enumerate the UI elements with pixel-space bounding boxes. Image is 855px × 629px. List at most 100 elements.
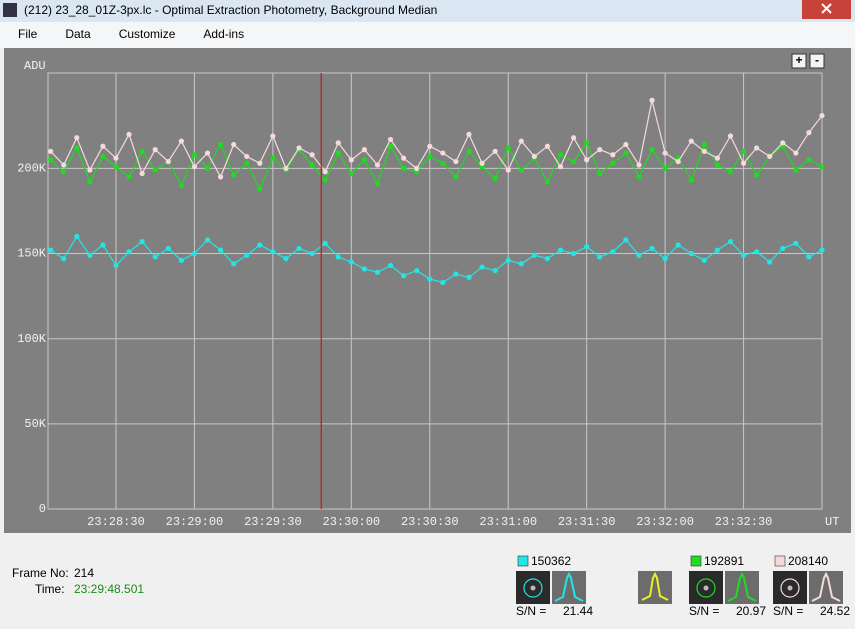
data-point <box>257 242 263 248</box>
star <box>530 585 536 591</box>
data-point <box>466 148 472 154</box>
menu-item[interactable]: Data <box>65 27 91 41</box>
data-point <box>806 157 812 163</box>
data-point <box>361 266 367 272</box>
data-point <box>754 249 760 255</box>
data-point <box>178 257 184 263</box>
data-point <box>270 133 276 139</box>
data-point <box>518 138 524 144</box>
zoom-button[interactable] <box>809 53 825 69</box>
data-point <box>204 237 211 243</box>
data-point <box>453 271 459 277</box>
data-point <box>780 245 786 252</box>
data-point <box>217 174 224 180</box>
data-point <box>688 250 694 257</box>
data-point <box>387 262 394 269</box>
data-point <box>662 150 668 156</box>
data-point <box>466 274 472 280</box>
data-point <box>505 167 511 173</box>
x-tick-label: 23:31:30 <box>558 515 616 529</box>
window-title: (212) 23_28_01Z-3px.lc - Optimal Extract… <box>24 3 437 17</box>
data-point <box>754 172 760 178</box>
title-bar <box>0 0 855 22</box>
data-point <box>597 254 603 260</box>
data-point <box>727 169 734 175</box>
data-point <box>740 160 747 166</box>
data-point <box>505 145 511 151</box>
data-point <box>87 179 93 185</box>
data-point <box>257 160 263 166</box>
comparison-thumb <box>638 571 672 604</box>
profile <box>727 571 757 602</box>
data-point <box>126 174 132 180</box>
data-point <box>727 133 734 139</box>
time-label: Time: <box>35 582 65 596</box>
data-point <box>819 164 825 170</box>
data-point <box>61 162 67 168</box>
profile-thumb <box>725 571 759 604</box>
zoom-button[interactable] <box>791 53 807 69</box>
data-point <box>335 150 341 156</box>
snr-label: S/N = <box>689 604 719 618</box>
data-point <box>244 252 250 258</box>
data-point <box>492 267 498 274</box>
data-point <box>113 155 119 161</box>
x-tick-label: 23:32:00 <box>636 515 694 529</box>
data-point <box>387 143 394 149</box>
data-point <box>688 138 694 144</box>
data-point <box>570 250 577 257</box>
data-point <box>701 141 707 148</box>
y-tick-label: 150K <box>17 247 47 261</box>
data-point <box>440 160 446 166</box>
data-point <box>479 264 485 270</box>
chart-area <box>4 48 851 533</box>
data-point <box>662 165 668 171</box>
data-point <box>100 143 106 149</box>
data-point <box>217 141 224 148</box>
data-point <box>518 261 524 267</box>
data-point <box>780 140 786 146</box>
menu-item[interactable]: Add-ins <box>203 27 244 41</box>
data-point <box>87 252 93 258</box>
data-point <box>244 160 250 166</box>
menu-item[interactable]: File <box>18 27 38 41</box>
data-point <box>309 250 315 257</box>
data-point <box>714 162 721 168</box>
data-point <box>440 150 446 156</box>
data-point <box>714 155 721 161</box>
data-point <box>453 174 459 180</box>
data-point <box>819 247 825 253</box>
legend-label: 208140 <box>788 554 828 568</box>
data-point <box>374 269 381 275</box>
data-point <box>793 167 799 173</box>
data-point <box>178 138 184 144</box>
x-axis-label: UT <box>825 515 839 529</box>
menu-item[interactable]: Customize <box>119 27 176 41</box>
data-point <box>61 256 67 262</box>
data-point <box>649 97 655 103</box>
profile <box>554 571 584 602</box>
data-point <box>675 242 681 248</box>
y-axis-label: ADU <box>24 59 46 73</box>
x-tick-label: 23:29:00 <box>166 515 224 529</box>
data-point <box>244 153 250 160</box>
data-point <box>544 256 551 262</box>
data-point <box>754 145 760 151</box>
data-point <box>231 172 237 178</box>
data-point <box>100 153 106 160</box>
data-point <box>48 247 54 253</box>
data-point <box>139 239 145 245</box>
data-point <box>570 158 577 165</box>
data-point <box>636 174 642 180</box>
data-point <box>309 152 315 158</box>
data-point <box>374 181 381 187</box>
x-tick-label: 23:32:30 <box>715 515 773 529</box>
data-point <box>453 158 459 165</box>
data-point <box>152 254 158 260</box>
profile-thumb <box>552 571 586 604</box>
data-point <box>401 155 407 161</box>
menu-bar <box>0 22 855 48</box>
data-point <box>636 162 642 168</box>
data-point <box>309 162 315 168</box>
data-point <box>231 141 237 148</box>
